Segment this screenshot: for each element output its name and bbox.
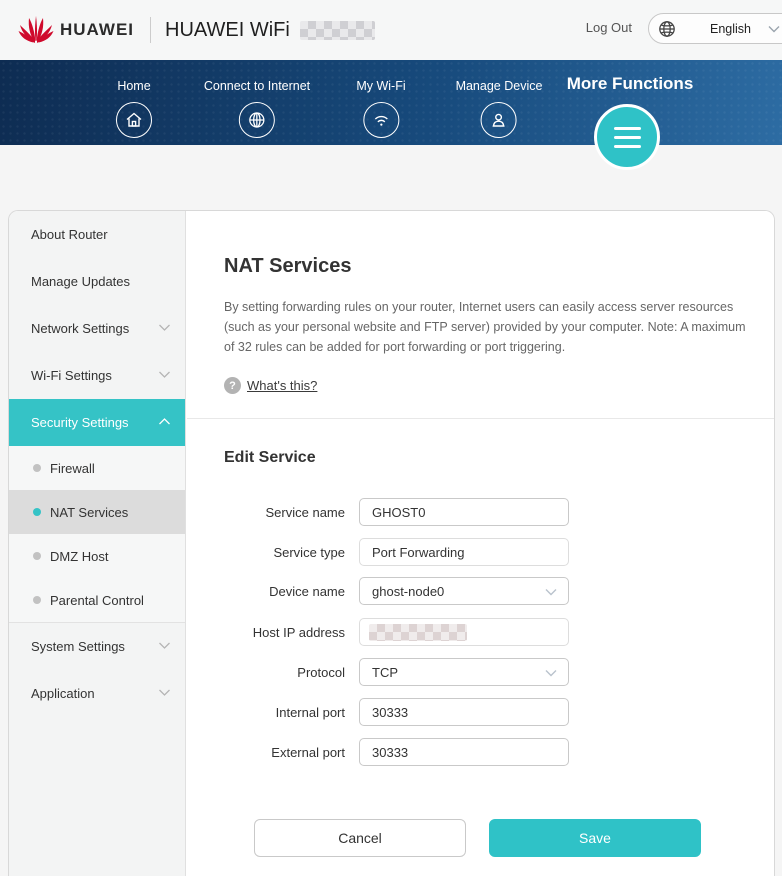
help-question-icon: ? [224, 377, 241, 394]
edit-service-title: Edit Service [224, 449, 316, 466]
internet-globe-icon [238, 102, 275, 138]
sidebar-item-application[interactable]: Application [9, 670, 185, 717]
main-panel: NAT Services By setting forwarding rules… [187, 211, 774, 876]
form-actions: Cancel Save [254, 819, 701, 857]
sidebar-subitem-parental-control[interactable]: Parental Control [9, 578, 185, 622]
settings-sidebar: About Router Manage Updates Network Sett… [9, 211, 186, 876]
language-value: English [710, 21, 751, 36]
form-row: Service type [187, 538, 774, 566]
protocol-label: Protocol [297, 664, 345, 680]
redacted-model-name [299, 20, 375, 40]
brand-wordmark: HUAWEI [60, 20, 134, 39]
chevron-down-icon [159, 371, 170, 378]
whats-this-link[interactable]: ? What's this? [224, 377, 317, 394]
sidebar-item-system-settings[interactable]: System Settings [9, 623, 185, 670]
form-row: Device name [187, 577, 774, 605]
logout-link[interactable]: Log Out [585, 20, 632, 35]
top-header: HUAWEI HUAWEI WiFi Log Out English [0, 0, 782, 60]
product-title: HUAWEI WiFi [165, 18, 290, 41]
device-name-value[interactable] [360, 578, 568, 604]
sidebar-divider [9, 622, 185, 623]
content-card: About Router Manage Updates Network Sett… [8, 210, 775, 876]
chevron-down-icon [159, 689, 170, 696]
hamburger-icon [613, 126, 641, 130]
service-name-label: Service name [265, 504, 345, 520]
service-type-input[interactable] [360, 539, 568, 565]
bullet-icon [33, 464, 41, 472]
home-icon [116, 102, 152, 138]
bullet-icon [33, 596, 41, 604]
internal-port-input[interactable] [360, 699, 568, 725]
chevron-down-icon [159, 642, 170, 649]
form-row: Service name [187, 498, 774, 526]
save-button[interactable]: Save [489, 819, 701, 857]
internal-port-field-box [359, 698, 569, 726]
sidebar-item-wifi-settings[interactable]: Wi-Fi Settings [9, 352, 185, 399]
nav-more-functions[interactable]: More Functions [566, 74, 694, 93]
huawei-logo: HUAWEI [18, 15, 134, 45]
cancel-button[interactable]: Cancel [254, 819, 466, 857]
host-ip-field-box[interactable] [359, 618, 569, 646]
external-port-label: External port [271, 744, 345, 760]
form-row: Internal port [187, 698, 774, 726]
person-icon [480, 102, 517, 138]
device-name-label: Device name [269, 583, 345, 599]
form-row: External port [187, 738, 774, 766]
sidebar-subitem-nat-services[interactable]: NAT Services [9, 490, 185, 534]
page-title: NAT Services [224, 255, 352, 277]
host-ip-label: Host IP address [252, 624, 345, 640]
service-type-field-box [359, 538, 569, 566]
globe-icon [659, 20, 675, 37]
page-description: By setting forwarding rules on your rout… [224, 300, 746, 354]
sidebar-item-network-settings[interactable]: Network Settings [9, 305, 185, 352]
wifi-icon [362, 102, 399, 138]
protocol-dropdown[interactable] [359, 658, 569, 686]
nav-my-wifi[interactable]: My Wi-Fi [356, 79, 406, 138]
protocol-value[interactable] [360, 659, 568, 685]
section-divider [187, 418, 774, 419]
sidebar-item-manage-updates[interactable]: Manage Updates [31, 274, 131, 289]
main-navigation: Home Connect to Internet My Wi-Fi [0, 60, 782, 145]
sidebar-item-security-settings[interactable]: Security Settings [9, 399, 185, 446]
device-name-dropdown[interactable] [359, 577, 569, 605]
external-port-input[interactable] [360, 739, 568, 765]
header-divider [150, 17, 151, 43]
chevron-up-icon [159, 418, 170, 425]
language-selector[interactable]: English [648, 13, 782, 44]
form-row: Protocol [187, 658, 774, 686]
sidebar-item-about-router[interactable]: About Router [31, 227, 108, 242]
nav-home[interactable]: Home [116, 79, 152, 138]
external-port-field-box [359, 738, 569, 766]
huawei-flower-icon [18, 16, 54, 43]
sidebar-subitem-dmz-host[interactable]: DMZ Host [9, 534, 185, 578]
nav-manage-device[interactable]: Manage Device [456, 79, 542, 138]
service-name-input[interactable] [360, 499, 568, 525]
redacted-ip-value [369, 624, 467, 641]
bullet-icon [33, 508, 41, 516]
chevron-down-icon [768, 26, 780, 33]
bullet-icon [33, 552, 41, 560]
service-name-field-box [359, 498, 569, 526]
chevron-down-icon [159, 324, 170, 331]
more-functions-menu-button[interactable] [594, 104, 660, 170]
service-type-label: Service type [273, 544, 345, 560]
internal-port-label: Internal port [275, 704, 345, 720]
nav-connect-internet[interactable]: Connect to Internet [204, 79, 310, 138]
sidebar-subitem-firewall[interactable]: Firewall [9, 446, 185, 490]
form-row: Host IP address [187, 618, 774, 646]
